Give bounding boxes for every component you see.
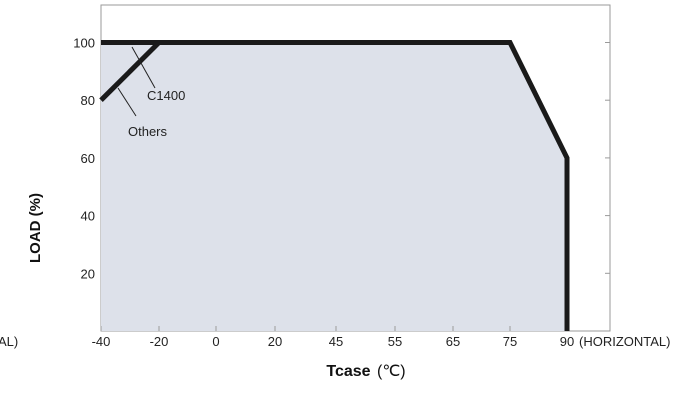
series-lines	[99, 40, 570, 332]
series-line-others	[99, 40, 161, 102]
x-axis-ticks: -40 -20 0 20 45 55 65 75 90	[92, 326, 574, 349]
operating-area-fill	[101, 42, 567, 331]
y-tick-label-20: 20	[81, 266, 95, 281]
y-axis-ticks: 20 40 60 80 100	[73, 36, 610, 281]
annotation-c1400: C1400	[147, 88, 185, 103]
x-tick-label--20: -20	[150, 334, 169, 349]
x-tick-label-45: 45	[329, 334, 343, 349]
x-axis-label: Tcase (℃)	[326, 363, 405, 380]
annotation-leader-c1400	[131, 46, 156, 89]
x-axis-suffix-left: AL)	[0, 334, 18, 349]
y-tick-label-40: 40	[81, 209, 95, 224]
x-tick-label-75: 75	[503, 334, 517, 349]
x-tick-label--40: -40	[92, 334, 111, 349]
x-axis-suffix-right: (HORIZONTAL)	[579, 334, 670, 349]
annotations: C1400 Others	[117, 46, 185, 139]
x-tick-label-20: 20	[268, 334, 282, 349]
series-line-c1400	[101, 40, 570, 331]
x-tick-label-90: 90	[560, 334, 574, 349]
y-tick-label-100: 100	[73, 36, 95, 51]
x-tick-label-0: 0	[212, 334, 219, 349]
x-axis-label-unit: (℃)	[377, 363, 406, 380]
y-axis-label: LOAD (%)	[27, 193, 44, 263]
y-tick-label-60: 60	[81, 151, 95, 166]
annotation-others: Others	[128, 124, 168, 139]
y-tick-label-80: 80	[81, 93, 95, 108]
x-tick-label-65: 65	[446, 334, 460, 349]
x-axis-label-name: Tcase	[326, 363, 370, 380]
annotation-leader-others	[117, 87, 137, 117]
x-tick-label-55: 55	[388, 334, 402, 349]
